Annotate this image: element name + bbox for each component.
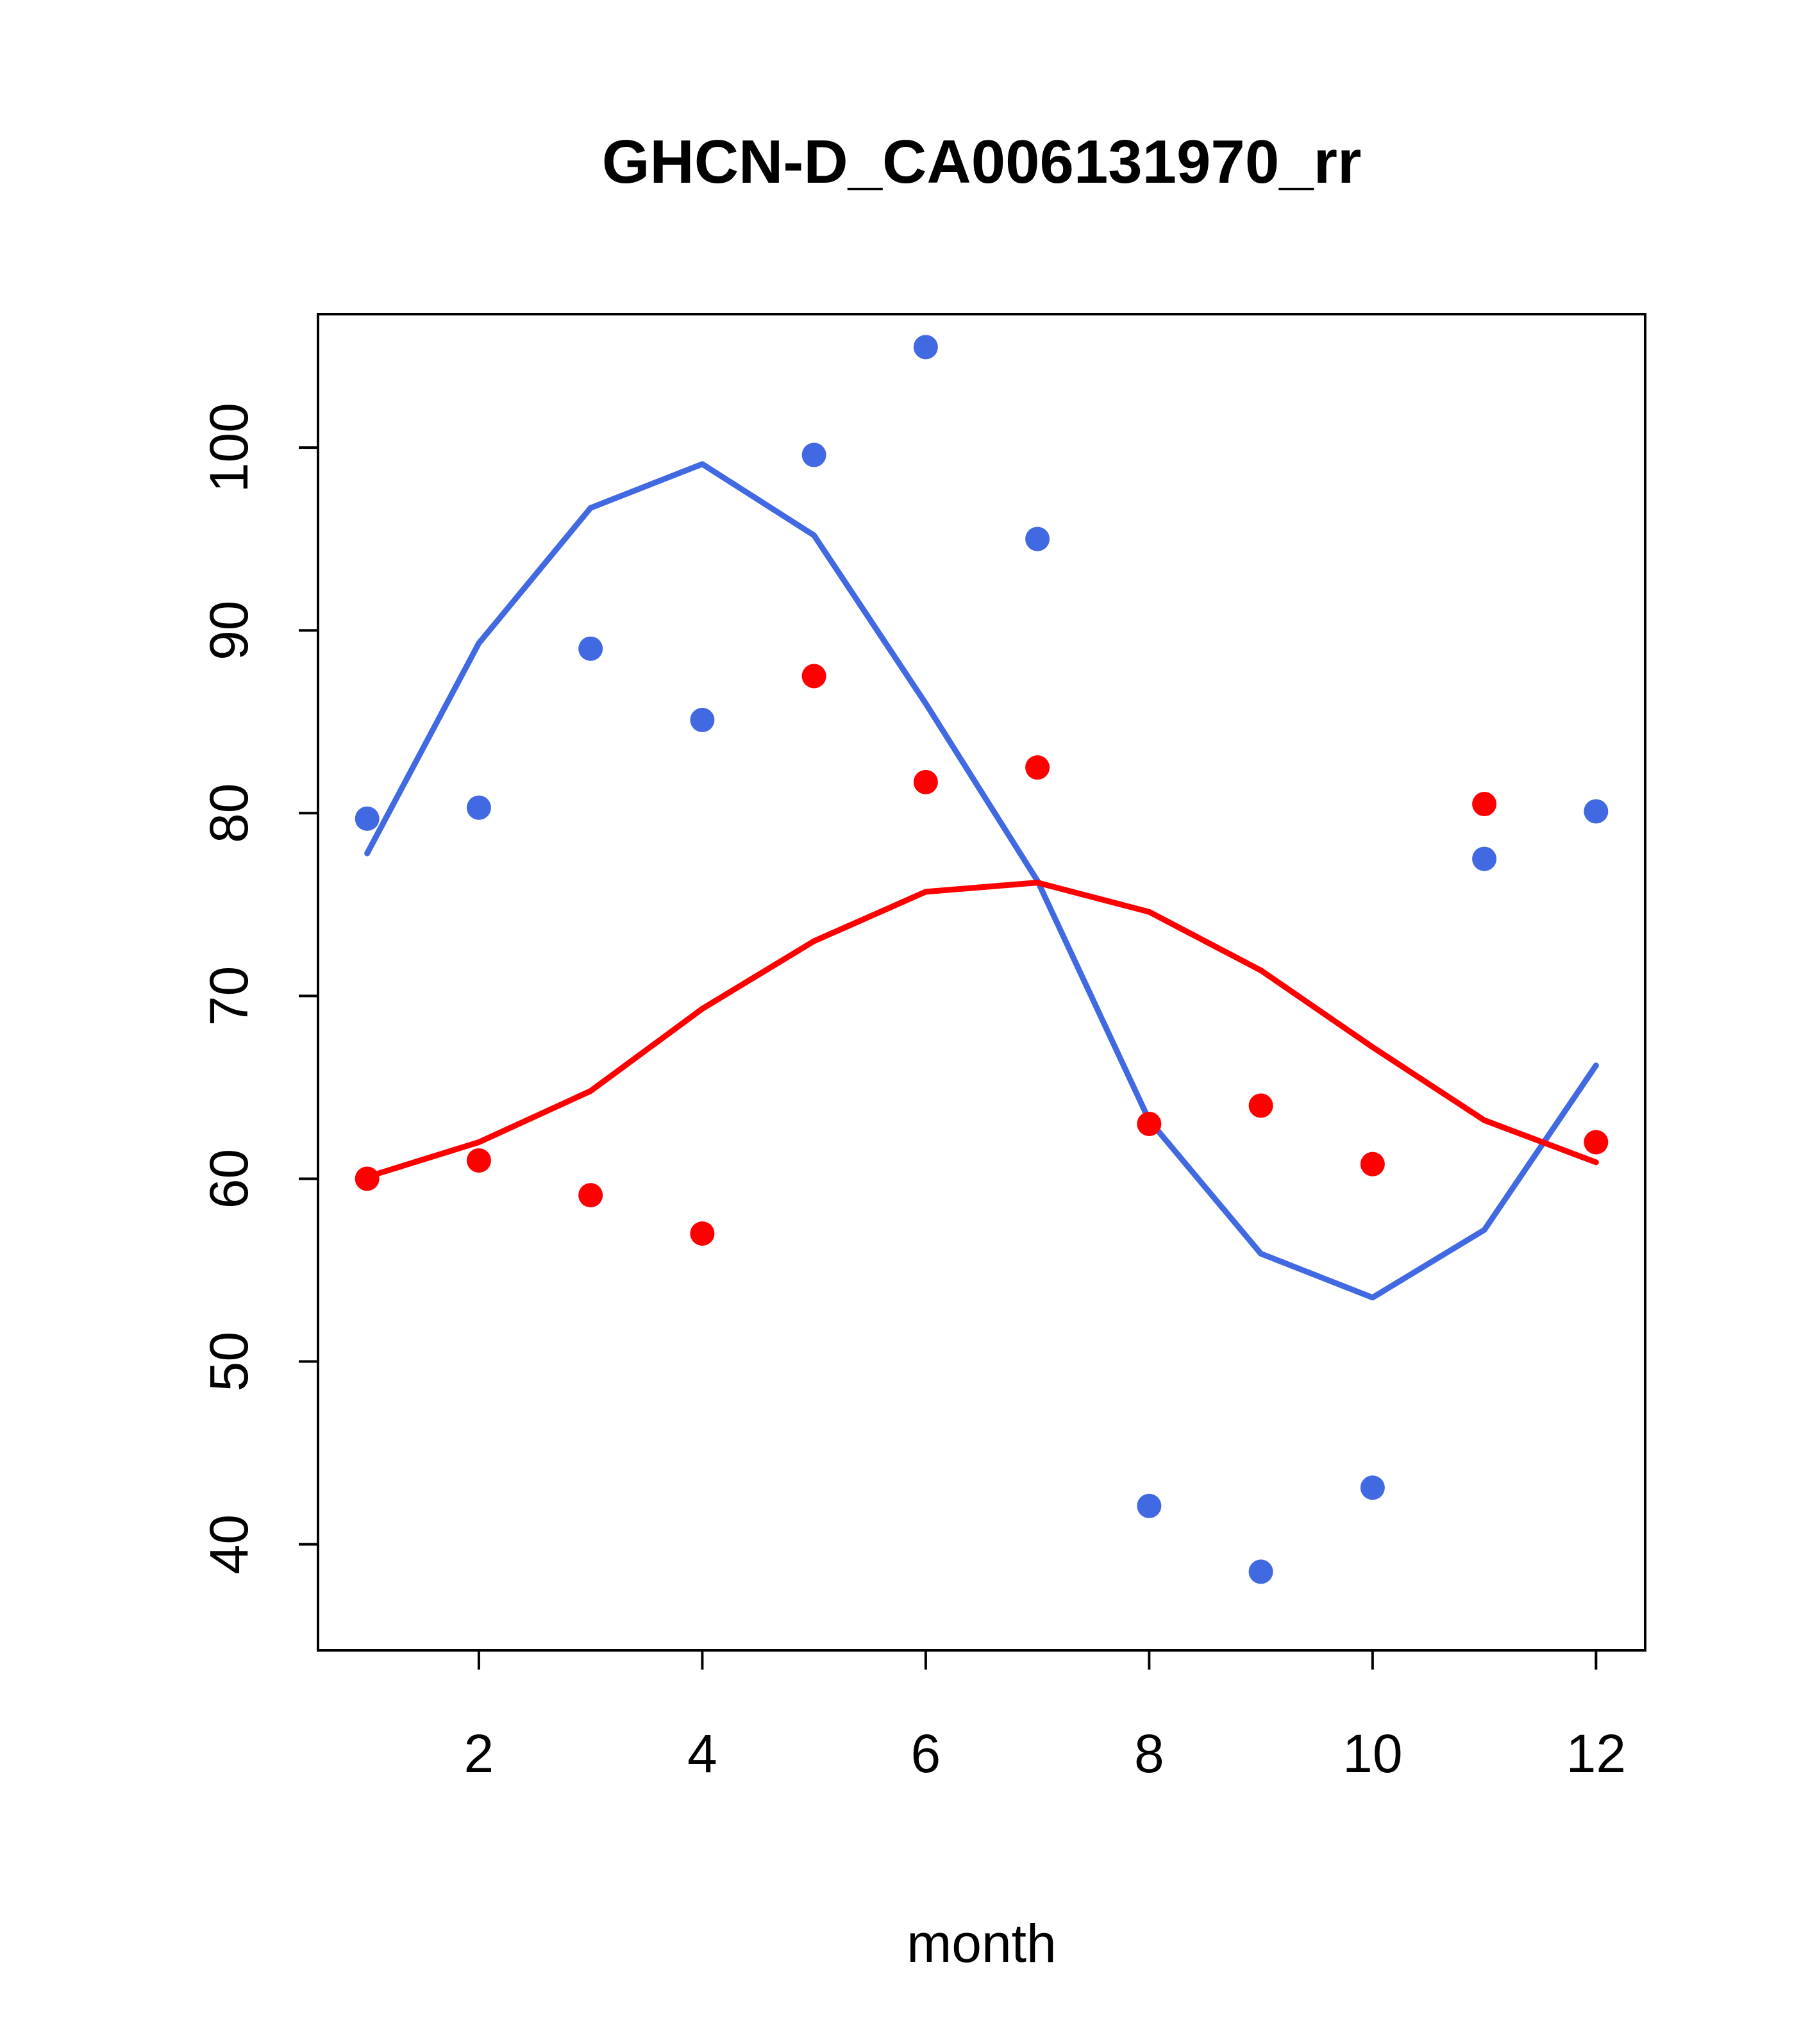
red-points-marker xyxy=(801,664,826,689)
x-tick-label: 12 xyxy=(1566,1723,1626,1784)
blue-points-marker xyxy=(355,806,380,831)
y-tick-label: 60 xyxy=(199,1149,259,1209)
plot-box xyxy=(317,313,1646,1652)
red-points-marker xyxy=(913,769,938,794)
x-axis-label: month xyxy=(907,1913,1056,1973)
red-points-marker xyxy=(690,1221,715,1246)
red-points-marker xyxy=(1137,1111,1162,1136)
blue-points-marker xyxy=(1025,526,1050,551)
blue-points-marker xyxy=(466,795,491,820)
blue-points-marker xyxy=(1248,1559,1273,1584)
y-tick-label: 50 xyxy=(199,1332,259,1391)
blue-points-marker xyxy=(1137,1493,1162,1518)
y-tick-label: 100 xyxy=(199,403,259,492)
red-points-marker xyxy=(355,1166,380,1191)
blue-points-marker xyxy=(1584,799,1609,824)
red-points-marker xyxy=(1472,792,1497,817)
red-smoothed-line xyxy=(364,880,1599,1180)
x-tick-label: 2 xyxy=(464,1723,494,1784)
y-tick-label: 40 xyxy=(199,1514,259,1574)
red-points-marker xyxy=(1248,1093,1273,1118)
chart-title: GHCN-D_CA006131970_rr xyxy=(602,128,1362,196)
red-points-marker xyxy=(1360,1152,1385,1177)
blue-smoothed-line xyxy=(364,461,1599,1301)
blue-points-marker xyxy=(1360,1475,1385,1500)
red-points-marker xyxy=(578,1183,603,1208)
plot-area: 2 4 6 8 10 12 40 50 60 70 80 90 100 xyxy=(199,313,1646,1784)
x-tick-label: 10 xyxy=(1343,1723,1402,1784)
red-points-marker xyxy=(466,1148,491,1173)
x-tick-label: 8 xyxy=(1134,1723,1164,1784)
blue-points-marker xyxy=(801,442,826,467)
blue-points-marker xyxy=(913,335,938,360)
y-tick-label: 70 xyxy=(199,966,259,1026)
red-points-marker xyxy=(1025,755,1050,780)
blue-points-marker xyxy=(690,707,715,732)
y-tick-label: 90 xyxy=(199,600,259,660)
blue-points-marker xyxy=(1472,846,1497,871)
red-points-marker xyxy=(1584,1130,1609,1155)
x-tick-label: 4 xyxy=(687,1723,717,1784)
x-tick-label: 6 xyxy=(911,1723,941,1784)
blue-points-marker xyxy=(578,636,603,661)
y-tick-label: 80 xyxy=(199,783,259,843)
